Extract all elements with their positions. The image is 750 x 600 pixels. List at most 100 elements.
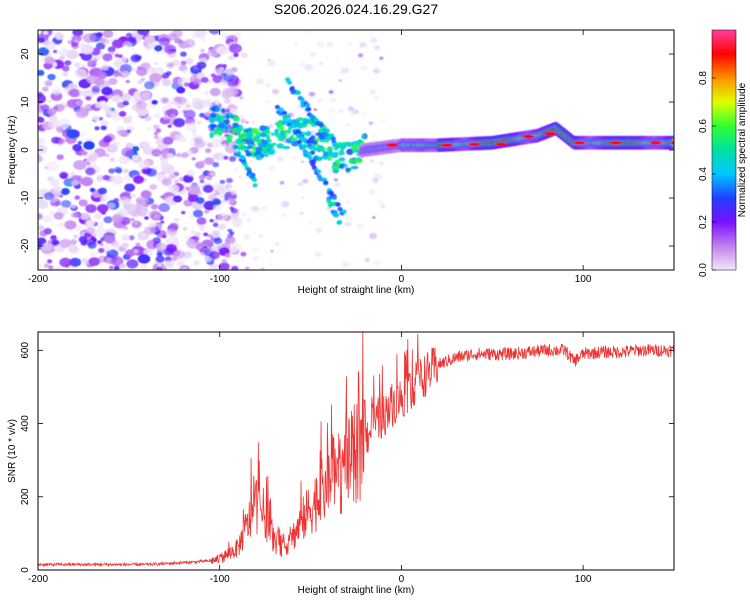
spectrogram-blob — [144, 226, 156, 235]
spectrogram-blob — [140, 190, 151, 199]
spectrogram-blob — [256, 78, 265, 85]
spectrogram-blob — [199, 160, 206, 166]
spectrogram-blob — [42, 86, 49, 92]
spectrogram-blob — [292, 155, 297, 159]
spectrogram-blob — [227, 128, 234, 132]
spectrogram-blob — [301, 196, 305, 199]
spectrogram-blob — [111, 214, 123, 223]
spectrogram-blob — [609, 141, 622, 145]
snr-y-tick-label: 600 — [20, 342, 31, 359]
spectrogram-blob — [329, 97, 337, 104]
spectrogram-blob — [361, 134, 366, 140]
spectrogram-blob — [64, 220, 77, 230]
spectrogram-blob — [341, 260, 350, 268]
spectrogram-blob — [228, 55, 235, 61]
spectrogram-blob — [217, 122, 226, 129]
spectrogram-blob — [49, 210, 55, 215]
spectrogram-blob — [87, 241, 97, 249]
spectrogram-blob — [240, 52, 248, 59]
spectrogram-blob — [364, 258, 370, 263]
spectrogram-blob — [99, 242, 104, 247]
spectrogram-blob — [104, 153, 110, 157]
spectrogram-blob — [155, 255, 165, 263]
spectrogram-blob — [306, 151, 312, 157]
spectrogram-blob — [61, 65, 70, 72]
spectrogram-blob — [190, 229, 196, 234]
spectrogram-blob — [237, 175, 243, 179]
spectrogram-blob — [53, 49, 58, 54]
spectrogram-blob — [167, 201, 174, 206]
spectrogram-blob — [369, 159, 375, 164]
spectrogram-blob — [74, 195, 81, 200]
spectrogram-blob — [522, 134, 535, 139]
spectrogram-blob — [104, 234, 116, 244]
spectrogram-blob — [154, 45, 163, 52]
spectrogram-blob — [242, 162, 248, 167]
spectrogram-blob — [348, 158, 354, 164]
spectrogram-blob — [222, 143, 227, 148]
spectrogram-x-ticks: -200 -100 0 100 — [28, 30, 592, 285]
spectrogram-blob — [185, 239, 196, 247]
spectrogram-blob — [38, 111, 42, 117]
spectrogram-blob — [233, 222, 241, 228]
spectrogram-blob — [352, 165, 359, 170]
spectrogram-blob — [338, 149, 345, 156]
colorbar-ticks: 0.0 0.2 0.4 0.6 0.8 — [698, 71, 716, 277]
spectrogram-blob — [239, 96, 244, 100]
spectrogram-blob — [317, 156, 323, 161]
spectrogram-blob — [307, 221, 313, 226]
spectrogram-blob — [131, 154, 139, 161]
spectrogram-blob — [308, 91, 316, 97]
spectrogram-blob — [354, 110, 359, 114]
spectrogram-blob — [287, 118, 293, 124]
spectrogram-blob — [278, 124, 284, 132]
spectrogram-blob — [223, 98, 232, 105]
spectrogram-blob — [132, 100, 138, 105]
spectrogram-blob — [85, 151, 99, 162]
spectrogram-blob — [85, 219, 96, 227]
spectrogram-blob — [212, 204, 222, 211]
spectrogram-blob — [268, 123, 274, 129]
spectrogram-blob — [152, 213, 161, 220]
spectrogram-blob — [192, 77, 203, 86]
spectrogram-blob — [44, 56, 55, 65]
spectrogram-blob — [328, 150, 334, 155]
spectrogram-blob — [119, 263, 126, 269]
spectrogram-blob — [99, 37, 106, 43]
spectrogram-blob — [257, 233, 264, 239]
spectrogram-blob — [51, 239, 60, 246]
spectrogram-blob — [209, 124, 218, 128]
spectrogram-blob — [199, 224, 205, 229]
spectrogram-blob — [99, 100, 108, 107]
spectrogram-blob — [185, 57, 194, 65]
spectrogram-blob — [153, 131, 159, 136]
spectrogram-blob — [191, 97, 204, 108]
spectrogram-blob — [119, 68, 125, 72]
spectrogram-blob — [75, 108, 89, 119]
spectrogram-blob — [304, 30, 314, 34]
spectrogram-blob — [97, 79, 110, 90]
spectrogram-blob — [72, 30, 84, 37]
spectrogram-blob — [141, 141, 151, 149]
spectrogram-blob — [344, 221, 352, 227]
spectrogram-blob — [201, 37, 207, 42]
spectrogram-blob — [336, 220, 342, 225]
spectrogram-blob — [191, 157, 196, 161]
spectrogram-blob — [199, 112, 206, 118]
spectrogram-blob — [58, 156, 63, 160]
spectrogram-blob — [304, 64, 314, 71]
spectrogram-blob — [573, 141, 586, 145]
spectrogram-blob — [86, 74, 99, 85]
spectrogram-blob — [121, 242, 129, 249]
spectrogram-blob — [233, 52, 239, 58]
spectrogram-blob — [82, 33, 96, 43]
spectrogram-blob — [120, 93, 131, 102]
spectrogram-blob — [231, 265, 239, 270]
spectrogram-blob — [54, 32, 65, 40]
spectrogram-blob — [98, 117, 104, 121]
spectrogram-blob — [226, 177, 233, 184]
spectrogram-blob — [229, 212, 240, 220]
snr-x-label: Height of straight line (km) — [298, 585, 415, 596]
spectrogram-blob — [346, 123, 351, 127]
